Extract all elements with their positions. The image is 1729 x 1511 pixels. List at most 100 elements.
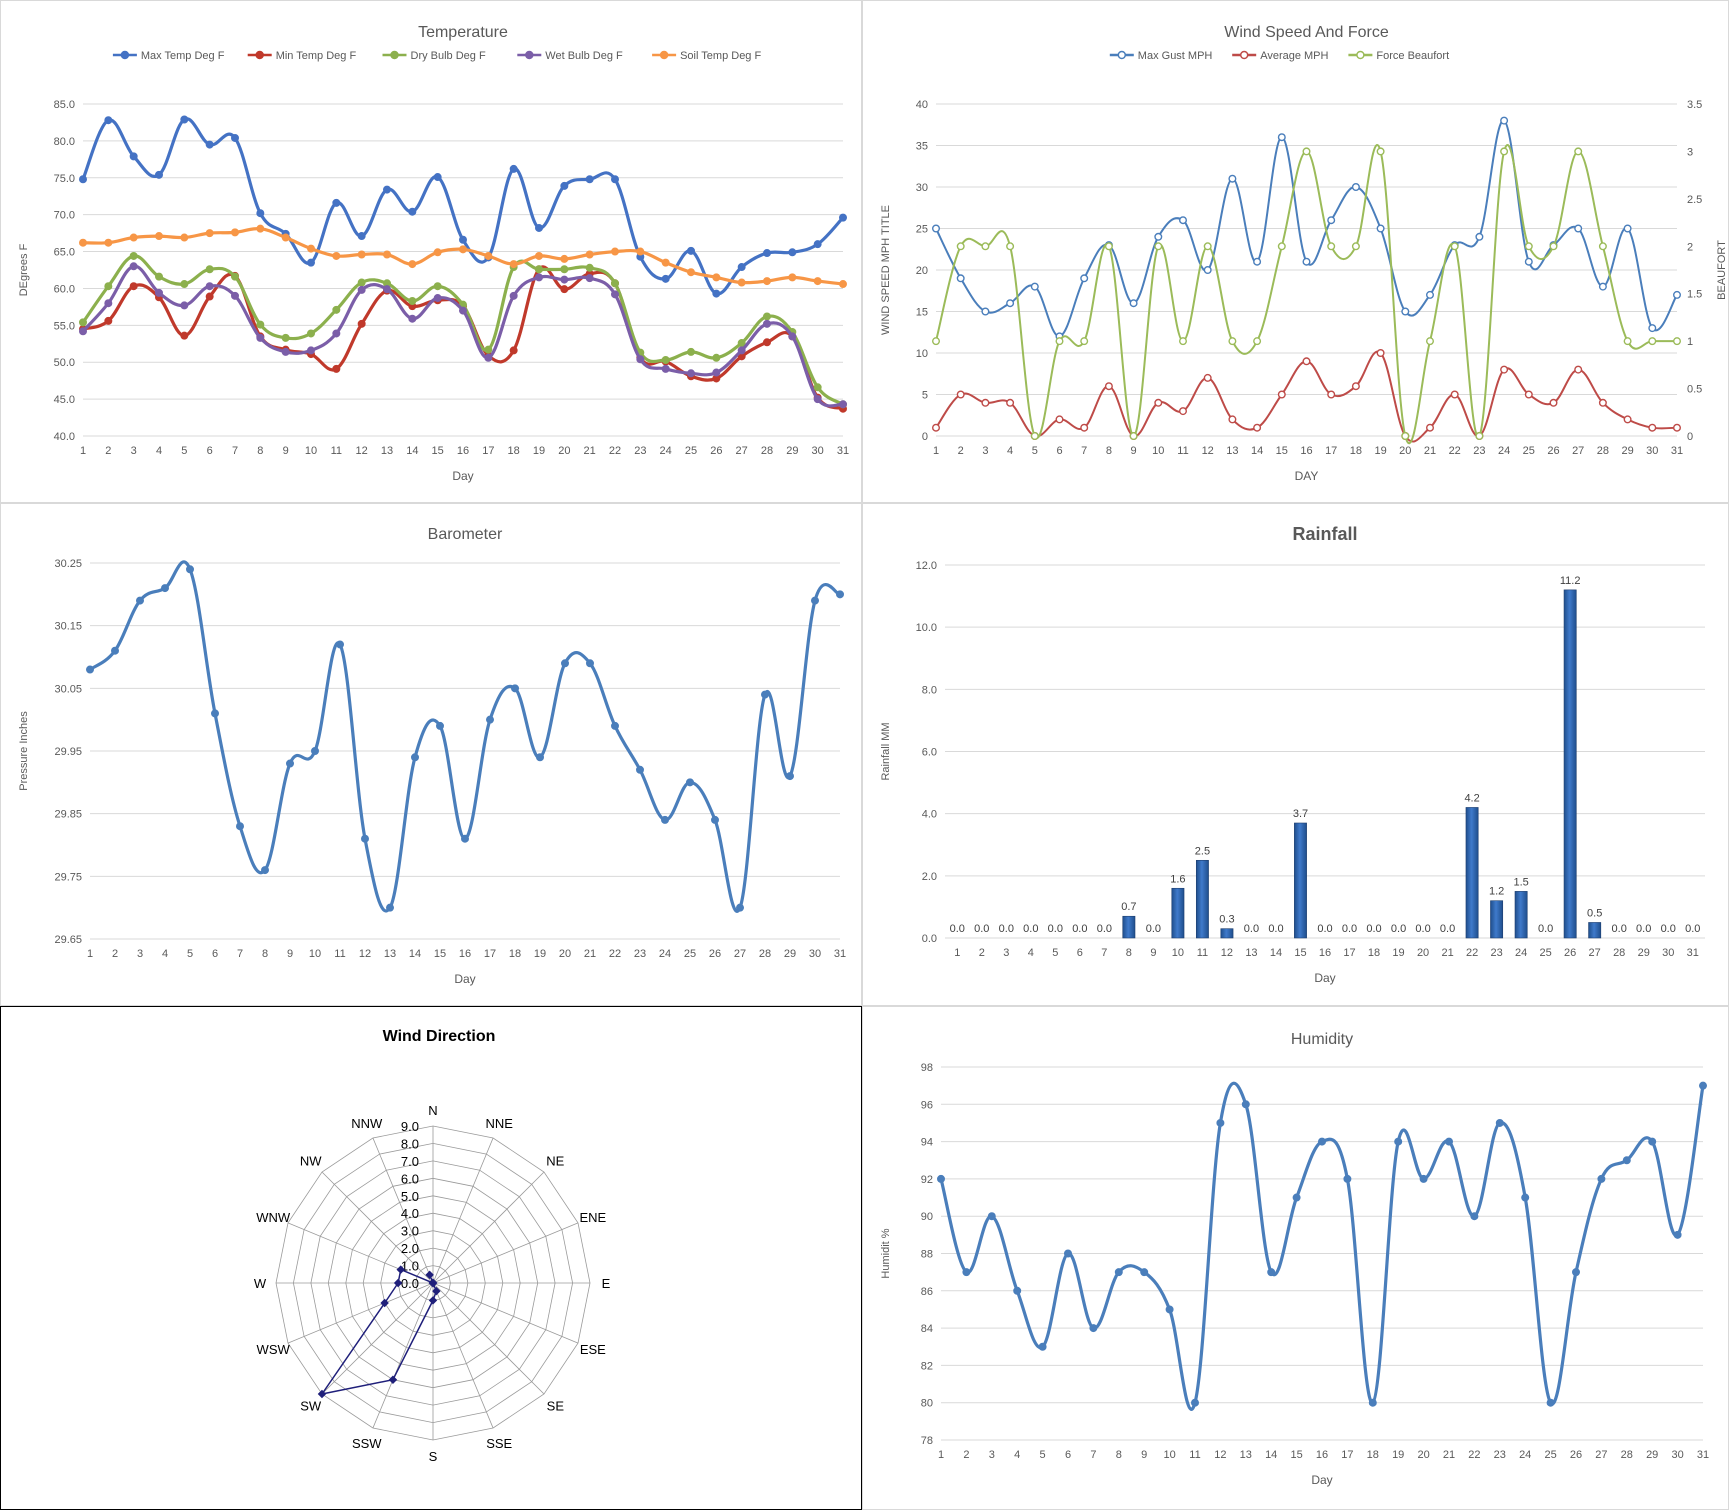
x-tick-label: 7 xyxy=(237,948,243,960)
rain-bar xyxy=(1588,922,1602,939)
data-point xyxy=(332,329,341,338)
x-tick-label: 13 xyxy=(1226,445,1238,457)
data-point xyxy=(1351,382,1360,391)
x-tick-label: 19 xyxy=(1374,445,1386,457)
data-point xyxy=(1673,1230,1682,1239)
x-tick-label: 16 xyxy=(1300,445,1312,457)
radar-spoke xyxy=(432,1137,494,1284)
data-point xyxy=(1063,1249,1072,1258)
y-tick-label: 75.0 xyxy=(54,173,75,185)
direction-label: NE xyxy=(546,1154,564,1169)
x-tick-label: 19 xyxy=(1392,947,1404,959)
data-point xyxy=(1376,349,1385,358)
data-point xyxy=(361,834,370,843)
direction-label: NNE xyxy=(485,1116,513,1131)
data-point xyxy=(85,665,94,674)
y-tick-label: 78 xyxy=(921,1435,933,1447)
legend-label: Average MPH xyxy=(1260,50,1328,62)
data-point xyxy=(511,684,520,693)
x-tick-label: 21 xyxy=(1424,445,1436,457)
data-point xyxy=(1351,182,1360,191)
data-point xyxy=(459,235,468,244)
data-label: 0.0 xyxy=(999,923,1014,935)
data-point xyxy=(1673,423,1682,432)
data-point xyxy=(436,721,445,730)
y-tick-label: 98 xyxy=(921,1062,933,1074)
x-tick-label: 17 xyxy=(482,445,494,457)
data-point xyxy=(788,273,797,282)
y-tick-label: 15 xyxy=(916,307,928,319)
x-tick-label: 12 xyxy=(1221,947,1233,959)
x-tick-label: 1 xyxy=(87,948,93,960)
x-tick-label: 13 xyxy=(1240,1449,1252,1461)
x-tick-label: 16 xyxy=(457,445,469,457)
data-point xyxy=(611,247,620,256)
data-point xyxy=(383,285,392,294)
data-point xyxy=(1253,423,1262,432)
data-point xyxy=(661,274,670,283)
data-point xyxy=(1673,337,1682,346)
data-point xyxy=(1622,1156,1631,1165)
data-point xyxy=(256,320,265,329)
data-label: 0.0 xyxy=(1391,923,1406,935)
data-point xyxy=(1292,1193,1301,1202)
data-point xyxy=(205,229,214,238)
data-point xyxy=(560,265,569,274)
data-point xyxy=(687,369,696,378)
data-point xyxy=(1253,337,1262,346)
data-point xyxy=(509,291,518,300)
data-point xyxy=(311,746,320,755)
y-tick-label: 2.0 xyxy=(922,871,937,883)
x-tick-label: 27 xyxy=(1595,1449,1607,1461)
x-tick-label: 19 xyxy=(533,445,545,457)
radar-spoke xyxy=(432,1171,545,1284)
data-point xyxy=(1343,1174,1352,1183)
rain-bar xyxy=(1465,807,1479,939)
data-point xyxy=(1154,232,1163,241)
x-tick-label: 15 xyxy=(434,948,446,960)
x-tick-label: 4 xyxy=(162,948,168,960)
direction-label: N xyxy=(428,1103,437,1118)
data-point xyxy=(560,275,569,284)
y-tick-label: 29.95 xyxy=(54,746,82,758)
y-tick-label: 0.0 xyxy=(922,933,937,945)
direction-label: S xyxy=(429,1449,438,1464)
data-point xyxy=(307,346,316,355)
rain-bar xyxy=(1195,859,1209,939)
data-point xyxy=(408,260,417,269)
data-label: 0.3 xyxy=(1219,914,1234,926)
chart-title: Wind Direction xyxy=(383,1028,496,1045)
data-point xyxy=(459,245,468,254)
x-tick-label: 18 xyxy=(1367,1449,1379,1461)
x-tick-label: 18 xyxy=(1368,947,1380,959)
data-point xyxy=(104,299,113,308)
radar-spoke xyxy=(372,1282,434,1429)
data-label: 0.0 xyxy=(1268,923,1283,935)
data-point xyxy=(1450,242,1459,251)
data-point xyxy=(1574,224,1583,233)
y-tick-label: 40.0 xyxy=(54,431,75,443)
rain-bar xyxy=(1563,589,1577,939)
y2-tick-label: 3 xyxy=(1687,146,1693,158)
data-point xyxy=(129,282,138,291)
y-tick-label: 65.0 xyxy=(54,247,75,259)
x-tick-label: 3 xyxy=(1003,947,1009,959)
x-tick-label: 15 xyxy=(432,445,444,457)
data-label: 1.5 xyxy=(1513,876,1528,888)
data-point xyxy=(509,260,518,269)
data-point xyxy=(1089,1324,1098,1333)
data-point xyxy=(931,423,940,432)
y-tick-label: 45.0 xyxy=(54,394,75,406)
x-tick-label: 3 xyxy=(137,948,143,960)
data-label: 0.0 xyxy=(950,923,965,935)
data-point xyxy=(1253,257,1262,266)
x-tick-label: 10 xyxy=(309,948,321,960)
y-tick-label: 86 xyxy=(921,1286,933,1298)
x-tick-label: 10 xyxy=(305,445,317,457)
y-tick-label: 84 xyxy=(921,1323,933,1335)
x-tick-label: 21 xyxy=(584,445,596,457)
data-point xyxy=(687,246,696,255)
data-point xyxy=(585,274,594,283)
data-point xyxy=(1228,174,1237,183)
x-tick-label: 28 xyxy=(759,948,771,960)
